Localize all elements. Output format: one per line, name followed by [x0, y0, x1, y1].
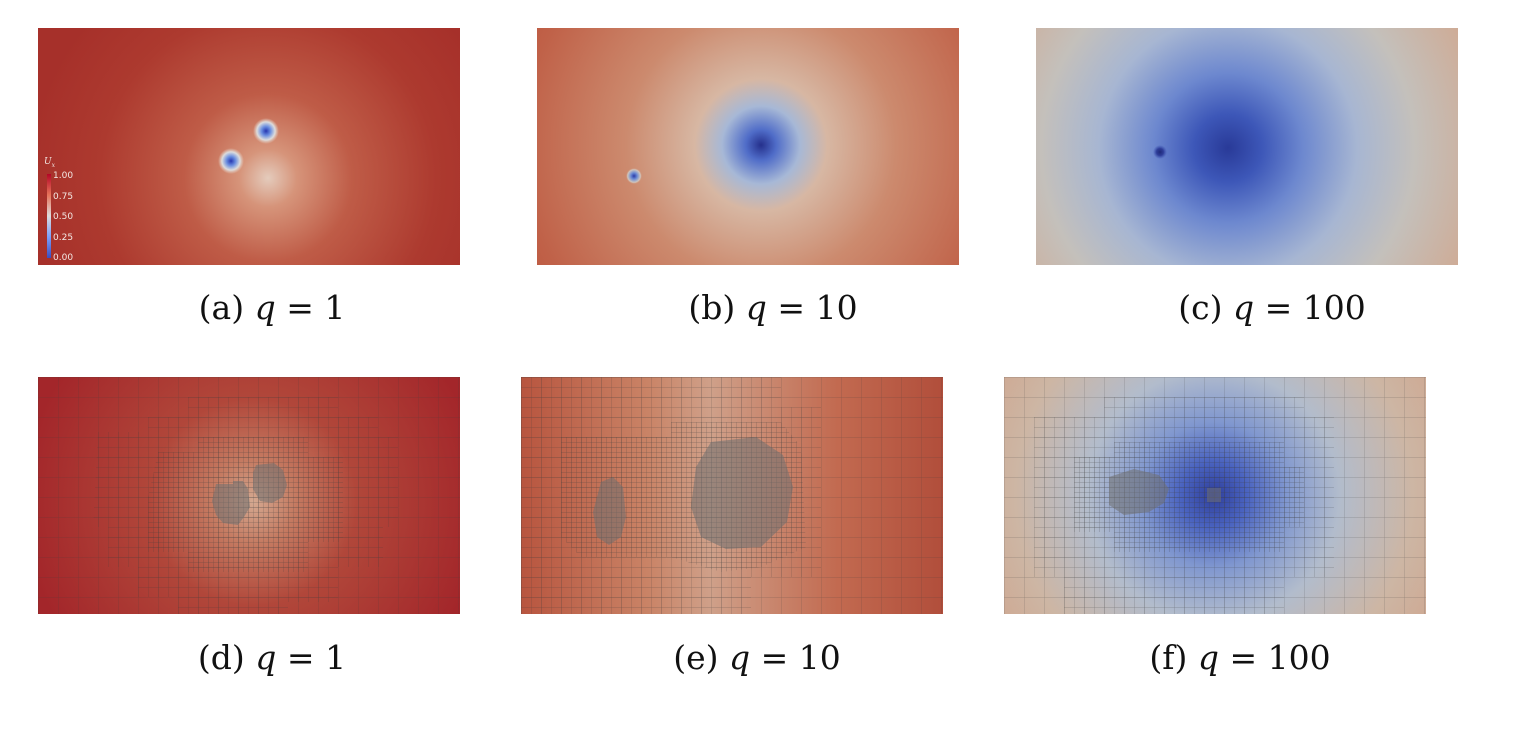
caption-d: (d) q = 1 [197, 638, 347, 677]
particle-c1 [1153, 145, 1167, 159]
mesh-panel-e [521, 377, 943, 614]
colorbar-tick-100: 1.00 [53, 171, 73, 181]
colorbar-tick-025: 0.25 [53, 233, 73, 243]
mesh-core-e1 [593, 477, 626, 545]
colorbar-gradient [47, 174, 51, 258]
velocity-field-a [38, 28, 460, 265]
mesh-core-f2 [1207, 488, 1221, 502]
caption-f: (f) q = 100 [1149, 638, 1331, 677]
colorbar: Ux 1.00 0.75 0.50 0.25 0.00 [44, 157, 73, 263]
colorbar-title: Ux [44, 157, 56, 169]
mesh-core-d2 [253, 463, 287, 503]
caption-b: (b) q = 10 [688, 288, 858, 327]
colorbar-tick-000: 0.00 [53, 253, 73, 263]
caption-a: (a) q = 1 [198, 288, 346, 327]
colorbar-tick-050: 0.50 [53, 212, 73, 222]
mesh-core-f1 [1109, 469, 1169, 515]
field-panel-c [1036, 28, 1458, 265]
particle-a1 [253, 118, 279, 144]
mesh-panel-f [1004, 377, 1426, 614]
caption-c: (c) q = 100 [1178, 288, 1366, 327]
mesh-panel-d [38, 377, 460, 614]
colorbar-tick-075: 0.75 [53, 192, 73, 202]
field-panel-b [537, 28, 959, 265]
mesh-core-d1 [212, 481, 250, 525]
velocity-field-b [537, 28, 959, 265]
mesh-core-e2 [691, 437, 793, 549]
field-panel-a: Ux 1.00 0.75 0.50 0.25 0.00 [38, 28, 460, 265]
particle-b1 [626, 168, 642, 184]
mesh-inner-region-f [1074, 442, 1304, 552]
velocity-field-c [1036, 28, 1458, 265]
caption-e: (e) q = 10 [673, 638, 841, 677]
particle-a2 [218, 148, 244, 174]
